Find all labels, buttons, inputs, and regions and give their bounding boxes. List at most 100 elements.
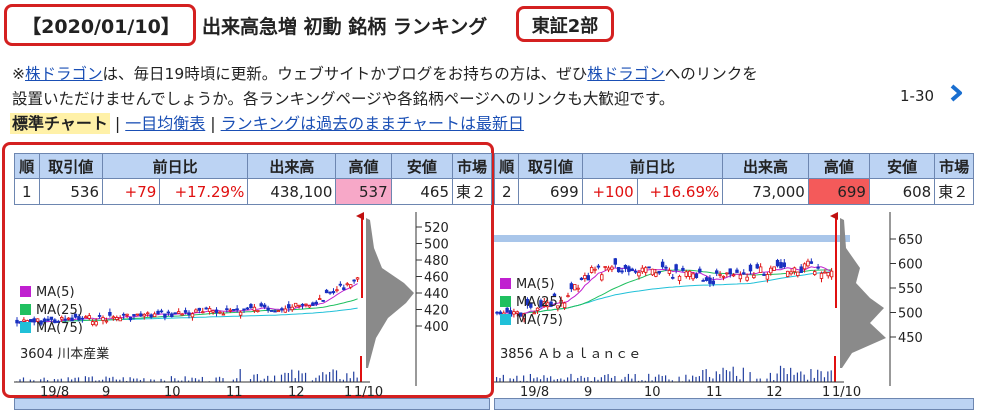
volume-bar: [587, 377, 588, 382]
table-row[interactable]: 1 536 +79 +17.29% 438,100 537 465 東２: [15, 179, 492, 205]
volume-bar: [783, 368, 784, 382]
candle-body: [597, 266, 600, 267]
kabu-dragon-link-2[interactable]: 株ドラゴン: [587, 65, 665, 83]
volume-bar: [624, 377, 625, 382]
volume-bar: [123, 377, 124, 382]
volume-bar: [496, 377, 497, 382]
candle-body: [600, 275, 603, 280]
volume-bar: [550, 376, 551, 382]
standard-chart-tab[interactable]: 標準チャート: [10, 113, 110, 134]
candle-body: [64, 319, 67, 320]
candle-body: [803, 264, 806, 269]
date-tick-label: 9: [584, 385, 592, 398]
candle-body: [587, 276, 590, 280]
candle-body: [499, 312, 502, 314]
col-low: 安値: [869, 154, 934, 179]
candle-body: [171, 314, 174, 317]
legend-label: MA(25): [516, 295, 563, 310]
candle-body: [577, 288, 580, 289]
candle-body: [766, 275, 769, 280]
candle-body: [644, 268, 647, 273]
candle-body: [638, 272, 641, 276]
col-high: 高値: [336, 154, 391, 179]
candle-body: [287, 305, 290, 308]
low-cell: 465: [391, 179, 452, 205]
volume-bar: [820, 371, 821, 382]
date-tick-label: 19/8: [40, 385, 69, 398]
candle-body: [624, 265, 627, 268]
candle-body: [181, 314, 184, 315]
volume-bar: [543, 375, 544, 382]
volume-bar: [604, 375, 605, 382]
candle-body: [830, 271, 833, 277]
candle-body: [573, 284, 576, 289]
volume-bar: [281, 375, 282, 382]
candle-body: [146, 313, 149, 314]
candle-body: [590, 267, 593, 272]
candle-body: [685, 272, 688, 277]
candle-body: [753, 275, 756, 277]
volume-bar: [191, 378, 192, 382]
candle-body: [232, 309, 235, 310]
volume-bar: [195, 378, 196, 382]
candle-body: [797, 272, 800, 276]
candle-body: [346, 284, 349, 285]
table-header-row: 順 取引値 前日比 出来高 高値 安値 市場: [15, 154, 492, 179]
candle-body: [243, 309, 246, 310]
candle-body: [702, 280, 705, 281]
volume-bar: [510, 378, 511, 382]
date-tick-label: 1/10: [354, 385, 383, 398]
volume-bar: [133, 379, 134, 382]
candle-body: [655, 273, 658, 276]
volume-bar: [722, 368, 723, 382]
past-ranking-link[interactable]: ランキングは過去のままチャートは最新日: [221, 114, 524, 133]
volume-bar: [581, 376, 582, 382]
volume-bar: [831, 370, 832, 382]
volume-bar: [797, 373, 798, 382]
candle-body: [315, 302, 318, 304]
candle-body: [584, 276, 587, 279]
volume-bar: [712, 378, 713, 382]
table-row[interactable]: 2 699 +100 +16.69% 73,000 699 608 東２: [495, 179, 974, 205]
candle-body: [201, 312, 204, 313]
candle-body: [641, 268, 644, 272]
volume-bar: [729, 371, 730, 382]
chevron-right-icon[interactable]: [946, 83, 966, 103]
current-price-marker: [356, 212, 364, 220]
candle-body: [160, 311, 163, 312]
kabu-dragon-link-1[interactable]: 株ドラゴン: [25, 65, 103, 83]
candle-body: [722, 276, 725, 277]
volume-bar: [547, 378, 548, 382]
volume-bar: [267, 376, 268, 382]
candle-body: [260, 304, 263, 306]
candle-body: [769, 268, 772, 273]
volume-bar: [733, 367, 734, 382]
candle-body: [756, 265, 759, 268]
ichimoku-link[interactable]: 一目均衡表: [125, 114, 205, 133]
candle-body: [813, 272, 816, 275]
candle-body: [810, 262, 813, 264]
volume-bar: [817, 370, 818, 382]
candle-body: [682, 268, 685, 270]
volume-bar: [326, 374, 327, 382]
notice-prefix: ※: [12, 65, 25, 83]
volume-bar: [716, 371, 717, 382]
candle-body: [67, 318, 70, 319]
page-title: 出来高急増 初動 銘柄 ランキング: [202, 12, 487, 39]
price-tick-label: 400: [424, 320, 449, 335]
candle-body: [105, 321, 108, 322]
col-volume: 出来高: [248, 154, 336, 179]
volume-bar: [695, 377, 696, 382]
legend-label: MA(75): [36, 321, 83, 336]
candle-body: [95, 322, 98, 325]
candle-body: [783, 263, 786, 267]
change-cell: +79: [103, 179, 160, 205]
candle-body: [115, 317, 118, 319]
volume-bar: [85, 376, 86, 382]
candle-body: [322, 300, 325, 301]
candle-body: [800, 267, 803, 273]
candle-body: [820, 273, 823, 278]
date-tick-label: 9: [102, 385, 110, 398]
